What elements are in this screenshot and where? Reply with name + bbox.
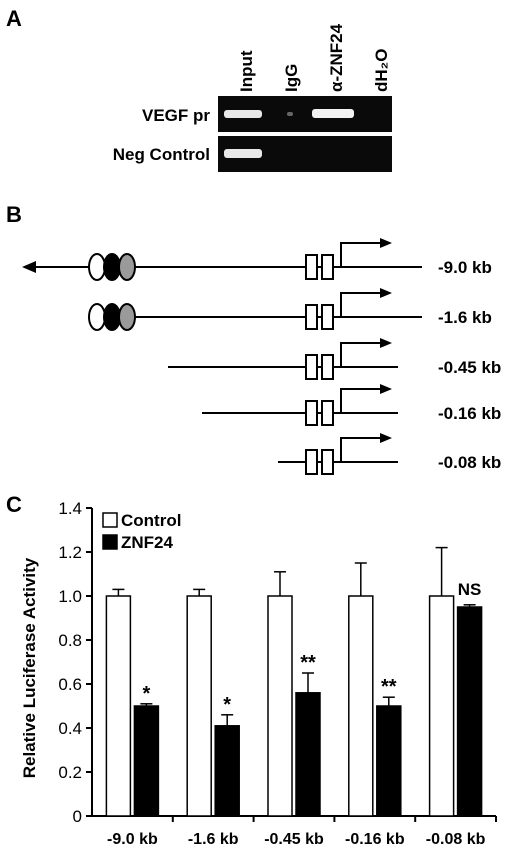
promoter-box	[321, 354, 334, 380]
promoter-elements	[305, 238, 392, 475]
promoter-box	[305, 304, 318, 330]
construct-label: -1.6 kb	[438, 308, 492, 327]
construct-label: -9.0 kb	[438, 258, 492, 277]
x-tick-label: -9.0 kb	[107, 831, 158, 848]
promoter-box	[321, 254, 334, 280]
y-tick-label: 1.2	[58, 543, 82, 562]
y-tick-label: 1.4	[58, 499, 82, 518]
tss-arrow-line	[340, 292, 385, 317]
significance-label: *	[223, 694, 231, 716]
promoter-box	[321, 304, 334, 330]
construct-diagram	[22, 261, 422, 463]
tss-arrow-head	[380, 384, 392, 394]
x-tick-label: -0.08 kb	[426, 831, 486, 848]
tss-arrow-head	[380, 433, 392, 443]
y-tick-label: 0.4	[58, 719, 82, 738]
bar-znf24	[214, 725, 240, 817]
tss-arrow-line	[340, 437, 385, 462]
construct-label: -0.45 kb	[438, 358, 501, 377]
panel-c-letter: C	[6, 492, 22, 517]
legend-swatch-control	[102, 512, 118, 528]
construct-label: -0.08 kb	[438, 453, 501, 472]
bar-znf24	[376, 705, 402, 817]
promoter-box	[321, 400, 334, 426]
gel-band-input	[224, 110, 262, 118]
promoter-box	[321, 449, 334, 475]
bar-control	[348, 595, 374, 817]
promoter-box	[305, 354, 318, 380]
y-axis-label: Relative Luciferase Activity	[20, 557, 39, 778]
lane-labels: Input IgG α-ZNF24 dH₂O	[237, 23, 391, 92]
legend-swatch-znf24	[102, 534, 118, 550]
binding-site-ovals	[88, 253, 136, 331]
tss-arrow-head	[380, 238, 392, 248]
y-tick-label: 0.6	[58, 675, 82, 694]
bar-znf24	[133, 705, 160, 817]
tss-arrow-line	[340, 388, 385, 413]
significance-label: **	[300, 652, 316, 674]
panel-a-letter: A	[6, 6, 22, 31]
bar-control	[186, 595, 212, 817]
row-label-neg: Neg Control	[113, 145, 210, 164]
significance-label: **	[381, 676, 397, 698]
gel-band-znf24	[312, 109, 354, 118]
row-label-vegf: VEGF pr	[142, 106, 210, 125]
bar-control	[105, 595, 132, 817]
significance-label: *	[143, 683, 151, 705]
significance-label: NS	[458, 580, 482, 599]
y-tick-label: 0	[73, 807, 82, 826]
bar-control	[428, 595, 455, 817]
construct-label: -0.16 kb	[438, 404, 501, 423]
bar-control	[267, 595, 293, 817]
construct-labels: -9.0 kb -1.6 kb -0.45 kb -0.16 kb -0.08 …	[438, 258, 501, 472]
lane-label-znf24: α-ZNF24	[327, 23, 346, 92]
tss-arrow-line	[340, 242, 385, 267]
gel-row-vegf	[218, 96, 392, 132]
gel-band-input	[224, 149, 262, 158]
y-tick-label: 0.8	[58, 631, 82, 650]
bar-znf24	[295, 692, 321, 817]
x-tick-label: -0.16 kb	[345, 831, 405, 848]
panel-b-letter: B	[6, 202, 22, 227]
y-tick-label: 0.2	[58, 763, 82, 782]
promoter-box	[305, 449, 318, 475]
lane-label-igg: IgG	[282, 64, 301, 92]
promoter-box	[305, 400, 318, 426]
bar-znf24	[456, 606, 483, 817]
tss-arrow-line	[340, 342, 385, 367]
promoter-box	[305, 254, 318, 280]
bar-chart: 0 0.2 0.4 0.6 0.8 1.0 1.2 1.4 -9.0 kb * -1.6 kb * -0…	[58, 499, 497, 848]
lane-label-input: Input	[237, 50, 256, 92]
legend-label-control: Control	[121, 511, 181, 530]
x-tick-label: -0.45 kb	[264, 831, 324, 848]
x-tick-label: -1.6 kb	[188, 831, 239, 848]
y-tick-label: 1.0	[58, 587, 82, 606]
legend-label-znf24: ZNF24	[121, 533, 174, 552]
gel-row-neg	[218, 136, 392, 172]
tss-arrow-head	[380, 288, 392, 298]
lane-label-dh2o: dH₂O	[372, 49, 391, 92]
tss-arrow-head	[380, 338, 392, 348]
legend: Control ZNF24	[102, 511, 181, 552]
gel-band-igg	[287, 112, 293, 116]
